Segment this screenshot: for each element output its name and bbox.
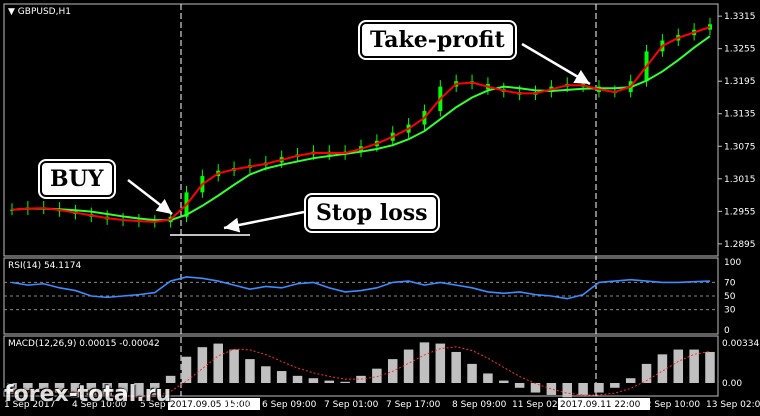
macd-bar [673,349,684,383]
macd-bar [308,378,319,383]
candle-body [10,209,14,211]
slow-moving-average [11,35,711,222]
take-profit-callout: Take-profit [360,22,515,58]
macd-bar [118,383,128,398]
time-tick-label: 7 Sep 01:00 [324,400,379,410]
macd-signal-line [11,346,711,397]
macd-bar [102,383,112,397]
macd-bar [261,366,271,383]
macd-bar [292,375,303,383]
macd-title: MACD(12,26,9) 0.00015 -0.00042 [8,339,160,349]
macd-bar [134,383,144,398]
price-tick-label: 1.3075 [724,142,756,152]
macd-bar [86,383,97,395]
macd-bar [705,351,715,383]
macd-bar [578,383,588,395]
time-tick-label: 2017.09.11 22:00 [560,400,641,410]
rsi-tick-label: 100 [724,258,741,268]
macd-bar [54,383,65,393]
time-tick-label: 6 Sep 09:00 [262,400,317,410]
time-tick-label: 12 Sep 10:00 [640,400,700,410]
price-tick-label: 1.3135 [724,110,756,120]
macd-bar [70,383,81,398]
time-tick-label: 4 Sep 10:00 [72,400,127,410]
macd-bar [483,373,493,383]
macd-bar [467,363,477,383]
macd-bar [562,383,572,398]
rsi-tick-label: 50 [724,292,736,302]
macd-tick-label: 0.00 [722,379,742,389]
macd-bar [7,383,17,394]
rsi-tick-label: 70 [724,278,736,288]
rsi-tick-label: 30 [724,306,736,316]
macd-bar [165,375,176,383]
time-tick-label: 11 Sep 02 [512,400,558,410]
stop-loss-arrow [223,210,305,233]
rsi-title: RSI(14) 54.1174 [8,261,81,271]
watermark: forex-total.ru [4,382,172,407]
macd-bar [213,343,223,383]
time-label-highlight [558,398,650,410]
macd-bar [150,383,160,395]
macd-bar [530,383,541,393]
macd-bar [641,363,652,383]
macd-bar [245,359,255,383]
fast-moving-average [11,26,711,223]
time-tick-label: 7 Sep 17:00 [386,400,441,410]
macd-bar [499,380,509,383]
take-profit-arrow [521,42,591,86]
chart-symbol-label: ▼ GBPUSD,H1 [8,7,71,17]
macd-bar [372,368,382,383]
macd-bar [689,349,699,383]
stop-loss-callout: Stop loss [306,195,438,231]
macd-bar [625,378,636,383]
macd-bar [324,380,335,383]
panel-frame-0 [3,3,719,257]
macd-bar [610,383,620,388]
macd-bar [514,383,525,388]
time-tick-label: 5 Sep 01:00 [140,400,195,410]
macd-bar [38,383,49,389]
macd-bar [451,351,461,383]
buy-arrow [127,179,173,215]
macd-bar [546,383,557,395]
time-tick-label: 8 Sep 09:00 [452,400,507,410]
macd-bar [403,349,414,383]
time-label-highlight [168,398,260,410]
rsi-tick-label: 0 [724,326,730,336]
price-tick-label: 1.2895 [724,240,756,250]
price-tick-label: 1.3315 [724,12,756,22]
macd-bar [419,342,430,383]
macd-bar [197,347,208,383]
price-tick-label: 1.2955 [724,207,756,217]
time-tick-label: 17:00 [226,400,252,410]
macd-bar [229,349,239,383]
macd-bar [594,383,604,393]
panel-frame-2 [3,335,719,397]
macd-bar [435,343,446,383]
time-tick-label: 13 Sep 02:00 [706,400,760,410]
time-tick-label: 2017.09.05 15:00 [170,400,251,410]
macd-tick-label: 0.00334 [722,339,759,349]
time-tick-label: 1 Sep 2017 [4,400,55,410]
price-tick-label: 1.3255 [724,45,756,55]
macd-bar [23,383,33,391]
macd-bar [276,371,287,383]
price-tick-label: 1.3195 [724,77,756,87]
macd-bar [657,354,668,383]
macd-bar [181,356,192,383]
rsi-line [11,276,711,300]
buy-callout: BUY [40,161,114,197]
macd-bar [340,381,350,383]
price-tick-label: 1.3015 [724,175,756,185]
